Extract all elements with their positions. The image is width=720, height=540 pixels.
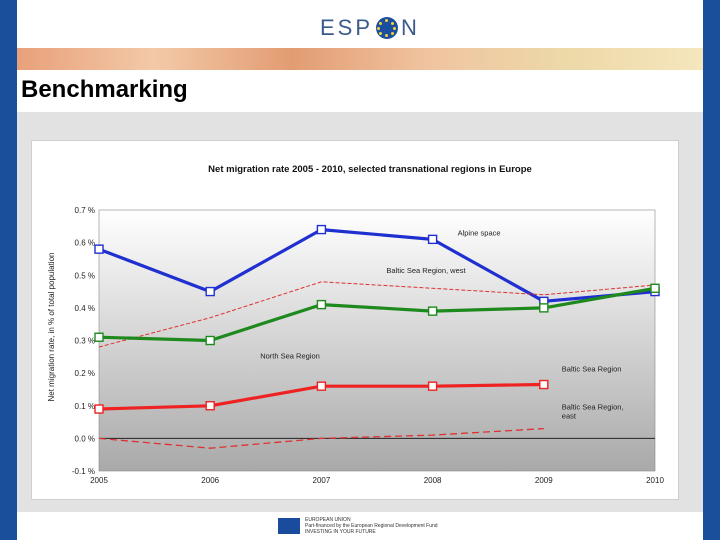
data-point-marker xyxy=(205,335,215,346)
line-chart: Net migration rate 2005 - 2010, selected… xyxy=(47,164,665,485)
slide-frame: ESP N Benchmarking Net migration rate 20… xyxy=(17,0,703,540)
x-tick-label: 2006 xyxy=(201,476,219,485)
data-point-marker xyxy=(539,303,549,313)
espon-logo: ESP N xyxy=(320,12,420,44)
eu-funding-text: EUROPEAN UNION Part-financed by the Euro… xyxy=(305,517,438,535)
y-tick-label: 0.6 % xyxy=(75,239,95,248)
series-annotation: east xyxy=(562,412,577,421)
logo-text-left: ESP xyxy=(320,15,374,40)
chart-title: Net migration rate 2005 - 2010, selected… xyxy=(208,164,532,175)
data-point-marker xyxy=(539,379,549,390)
series-annotation: Baltic Sea Region, west xyxy=(386,266,466,275)
data-point-marker xyxy=(94,332,104,342)
page-title: Benchmarking xyxy=(21,76,188,103)
data-point-marker xyxy=(205,286,215,297)
data-point-marker xyxy=(94,404,104,414)
y-tick-label: 0.1 % xyxy=(75,402,95,411)
series-annotation: Alpine space xyxy=(458,228,501,237)
x-tick-label: 2007 xyxy=(313,476,331,485)
series-line-0 xyxy=(98,228,656,303)
data-point-marker xyxy=(316,381,327,391)
data-point-marker xyxy=(427,306,438,316)
map-banner xyxy=(17,48,703,70)
data-point-marker xyxy=(316,224,327,235)
y-tick-label: 0.7 % xyxy=(75,206,95,215)
plot-area: -0.1 % 0.0 % 0.1 % 0.2 % 0.3 % 0.4 % 0.5 % 0.6 … xyxy=(72,206,665,485)
eu-line-3: INVESTING IN YOUR FUTURE xyxy=(305,529,376,535)
chart-container: Net migration rate 2005 - 2010, selected… xyxy=(31,140,679,500)
series-annotation: Baltic Sea Region, xyxy=(562,403,624,412)
data-point-marker xyxy=(650,283,660,294)
data-point-marker xyxy=(94,244,104,254)
globe-icon xyxy=(376,17,399,39)
y-axis-label: Net migration rate, in % of total popula… xyxy=(47,253,56,402)
series-annotation: Baltic Sea Region xyxy=(562,365,622,374)
data-point-marker xyxy=(427,381,438,391)
x-tick-label: 2008 xyxy=(424,476,442,485)
data-point-marker xyxy=(427,234,438,245)
title-bar xyxy=(17,70,703,112)
y-tick-label: 0.4 % xyxy=(75,304,95,313)
header-bar: ESP N xyxy=(17,0,703,48)
eu-line-2: Part-financed by the European Regional D… xyxy=(305,523,438,529)
footer-bar: EUROPEAN UNION Part-financed by the Euro… xyxy=(17,512,703,540)
logo-text-right: N xyxy=(401,15,420,40)
data-point-marker xyxy=(316,299,327,310)
x-tick-label: 2010 xyxy=(646,476,664,485)
y-tick-label: 0.0 % xyxy=(75,434,95,443)
y-tick-label: -0.1 % xyxy=(72,467,95,476)
eu-flag-icon xyxy=(278,518,300,534)
x-tick-label: 2005 xyxy=(90,476,108,485)
eu-line-1: EUROPEAN UNION xyxy=(305,517,351,523)
series-annotation: North Sea Region xyxy=(260,352,320,361)
data-point-marker xyxy=(205,401,215,411)
y-tick-label: 0.5 % xyxy=(75,271,95,280)
series-line-4 xyxy=(98,427,544,449)
y-tick-label: 0.3 % xyxy=(75,337,95,346)
y-tick-label: 0.2 % xyxy=(75,369,95,378)
x-tick-label: 2009 xyxy=(535,476,553,485)
series-line-2 xyxy=(98,286,656,343)
content-area: Net migration rate 2005 - 2010, selected… xyxy=(17,112,703,512)
